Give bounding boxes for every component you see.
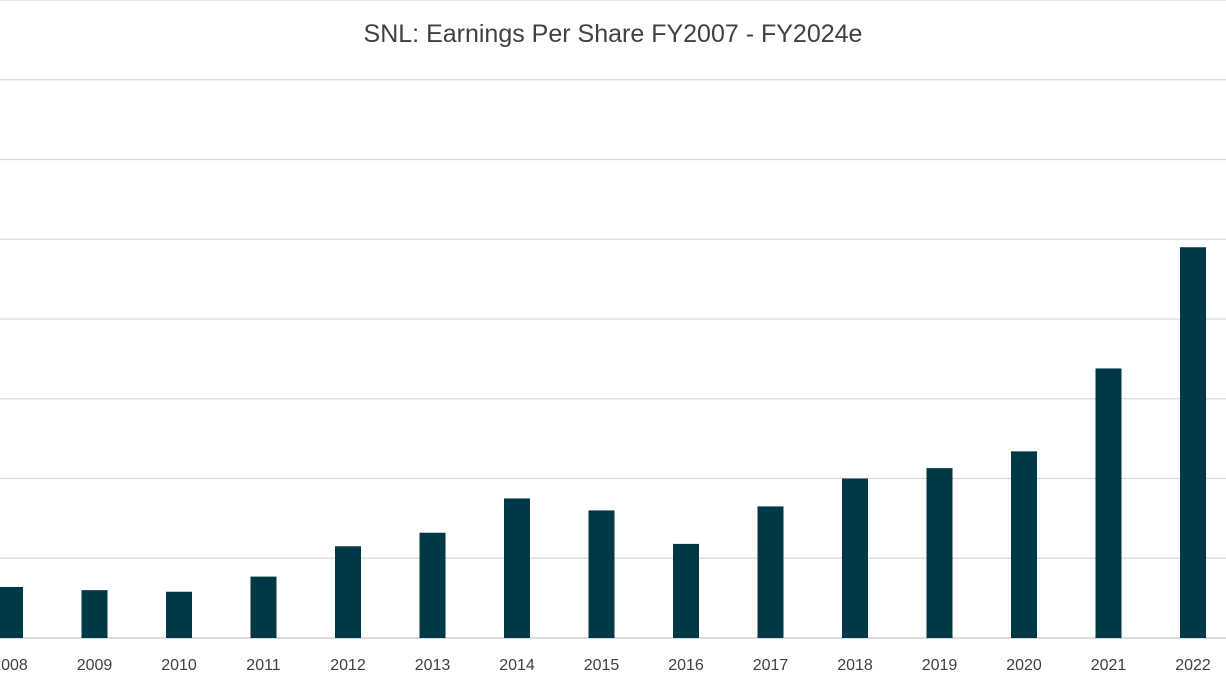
- x-tick-label: 2010: [161, 657, 197, 674]
- x-tick-label: 2018: [837, 657, 873, 674]
- x-tick-label: 2014: [499, 657, 535, 674]
- x-tick-label: 2022: [1175, 657, 1211, 674]
- bar-2010: [166, 591, 192, 638]
- x-tick-label: 2017: [753, 657, 789, 674]
- x-tick-label: 2012: [330, 657, 366, 674]
- bar-2008: [0, 586, 23, 638]
- bars: [0, 247, 1206, 638]
- x-tick-label: 2013: [415, 657, 451, 674]
- gridlines: [0, 0, 1226, 639]
- x-tick-label: 2011: [246, 657, 281, 674]
- bar-2009: [81, 590, 108, 638]
- bar-2014: [504, 498, 530, 638]
- x-tick-label: 2009: [77, 657, 113, 674]
- bar-2017: [757, 506, 784, 638]
- bar-2015: [588, 510, 615, 638]
- bar-2012: [335, 546, 361, 638]
- chart-title: SNL: Earnings Per Share FY2007 - FY2024e: [363, 20, 863, 48]
- x-tick-label: 2016: [668, 657, 704, 674]
- x-tick-label: 2020: [1006, 657, 1042, 674]
- x-tick-labels: 2008 2009 2010 2011 2012 2013 2014 2015 2016 2017…: [0, 657, 1211, 674]
- x-tick-label: 2015: [584, 657, 620, 674]
- bar-2016: [673, 543, 699, 638]
- bar-2021: [1095, 368, 1122, 638]
- bar-2019: [926, 468, 953, 638]
- bar-2022: [1180, 247, 1206, 638]
- bar-2013: [419, 532, 446, 638]
- bar-2011: [250, 576, 277, 638]
- bar-2018: [842, 478, 868, 638]
- x-tick-label: 2008: [0, 657, 28, 674]
- x-tick-label: 2019: [922, 657, 958, 674]
- x-tick-label: 2021: [1091, 657, 1127, 674]
- bar-2020: [1011, 451, 1037, 638]
